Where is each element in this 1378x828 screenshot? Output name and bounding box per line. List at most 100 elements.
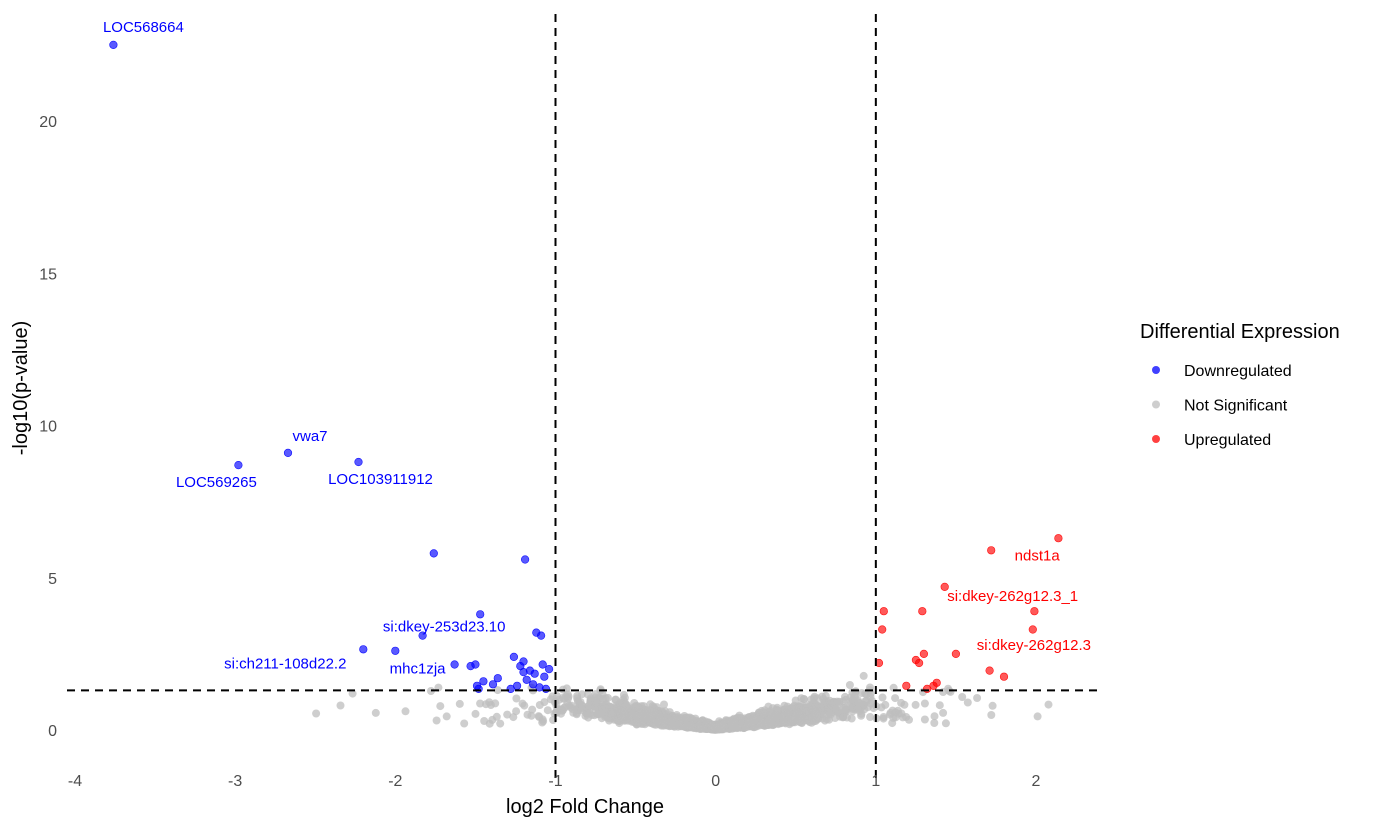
ns-point	[845, 681, 854, 689]
ns-point	[597, 709, 606, 718]
downregulated-point	[429, 549, 438, 558]
ns-point	[512, 694, 521, 703]
ns-point	[897, 709, 906, 718]
ns-point	[958, 693, 967, 701]
ns-point	[681, 714, 690, 723]
ns-point	[638, 712, 647, 721]
ns-point	[939, 708, 948, 717]
ns-point	[851, 688, 860, 696]
upregulated-point	[1028, 625, 1037, 634]
ns-point	[788, 716, 797, 725]
ns-point	[496, 719, 505, 728]
ns-point	[616, 698, 625, 707]
ns-point	[1044, 700, 1053, 709]
gene-label: vwa7	[292, 428, 327, 445]
downregulated-point	[493, 674, 502, 683]
x-tick-label: -3	[228, 773, 242, 790]
ns-point	[567, 703, 576, 712]
y-tick-label: 20	[39, 114, 57, 131]
downregulated-point	[466, 661, 475, 671]
gene-label: ndst1a	[1015, 547, 1061, 564]
ns-point	[650, 707, 659, 716]
ns-point	[480, 717, 489, 725]
ns-point	[857, 689, 866, 697]
ns-point	[660, 700, 668, 709]
ns-point	[963, 698, 972, 707]
ns-point	[911, 700, 920, 709]
ns-point	[1033, 712, 1042, 721]
y-tick-label: 15	[39, 266, 57, 283]
ns-point	[491, 699, 500, 708]
ns-point	[816, 702, 825, 711]
x-tick-label: 2	[1032, 773, 1041, 790]
ns-point	[710, 723, 719, 732]
downregulated-point	[540, 672, 549, 681]
gene-label: si:ch211-108d22.2	[224, 655, 346, 672]
x-axis-title: log2 Fold Change	[506, 796, 664, 818]
ns-point	[825, 696, 834, 705]
ns-point	[939, 688, 948, 696]
ns-point	[620, 707, 629, 715]
x-axis-ticks: -4 -3 -2 -1 0 1 2	[68, 773, 1041, 790]
legend-label: Upregulated	[1184, 432, 1271, 449]
downregulated-point	[536, 631, 546, 640]
x-tick-label: -4	[68, 773, 82, 790]
upregulated-point	[914, 658, 924, 668]
ns-point	[460, 719, 469, 728]
ns-point	[988, 701, 997, 710]
ns-point	[779, 717, 788, 725]
ns-point	[841, 703, 850, 712]
x-tick-label: -2	[388, 773, 402, 790]
ns-point	[436, 702, 445, 711]
ns-point	[535, 701, 544, 709]
ns-point	[371, 708, 380, 717]
x-tick-label: -1	[548, 773, 562, 790]
ns-point	[853, 704, 862, 713]
ns-point	[750, 715, 758, 724]
ns-point	[493, 686, 502, 695]
upregulated-point	[985, 666, 994, 675]
ns-point	[973, 694, 982, 702]
downregulated-point	[522, 675, 531, 684]
ns-point	[605, 716, 614, 725]
downregulated-point	[391, 646, 400, 655]
y-tick-label: 0	[48, 723, 57, 740]
upregulated-point	[940, 582, 949, 592]
downregulated-point	[519, 667, 528, 677]
gene-label: LOC568664	[103, 19, 184, 36]
downregulated-point	[509, 652, 519, 662]
upregulated-point	[878, 625, 887, 634]
ns-point	[941, 719, 950, 728]
ns-point	[784, 707, 793, 716]
downregulated-point	[450, 660, 459, 669]
gene-label: si:dkey-262g12.3	[977, 637, 1091, 654]
ns-point	[826, 710, 835, 719]
gene-label: LOC569265	[176, 474, 257, 491]
ns-point	[930, 712, 939, 721]
upregulated-point	[951, 649, 961, 659]
ns-point	[804, 701, 813, 710]
downregulated-point	[488, 680, 498, 689]
ns-point	[730, 718, 739, 727]
downregulated-point	[530, 669, 539, 678]
ns-point	[557, 709, 565, 718]
ns-point	[336, 701, 345, 710]
ns-point	[719, 720, 727, 729]
ns-point	[935, 701, 944, 710]
downregulated-point	[359, 645, 368, 654]
ns-point	[656, 714, 665, 723]
not-significant-points	[312, 671, 1053, 734]
ns-point	[476, 699, 485, 708]
gene-label: si:dkey-253d23.10	[383, 618, 506, 635]
upregulated-point	[1030, 607, 1039, 616]
ns-point	[857, 711, 866, 720]
downregulated-point	[541, 684, 551, 694]
ns-point	[455, 699, 464, 708]
downregulated-point	[354, 457, 363, 467]
ns-point	[560, 694, 569, 703]
ns-point	[920, 715, 929, 724]
downregulated-point	[544, 664, 554, 674]
ns-point	[631, 703, 640, 712]
ns-point	[686, 721, 695, 730]
ns-point	[543, 706, 552, 715]
